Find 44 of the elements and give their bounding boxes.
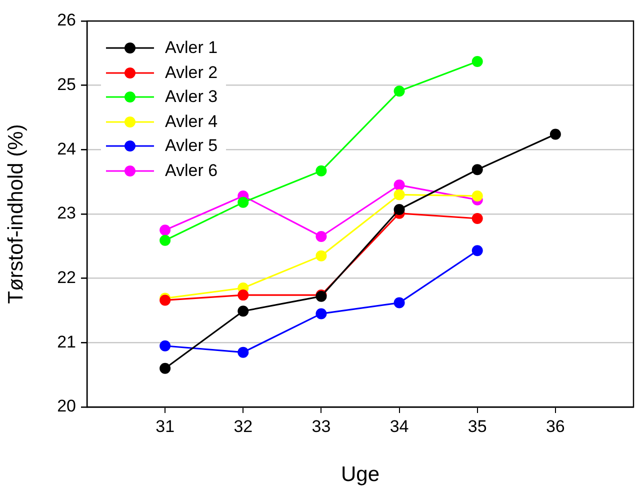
y-tick-label: 22 [57, 268, 76, 288]
y-tick-label: 23 [57, 204, 76, 223]
x-tick-label: 33 [312, 416, 331, 436]
point [238, 290, 249, 301]
legend-label: Avler 4 [165, 112, 218, 132]
point [238, 346, 249, 358]
y-tick-label: 24 [57, 139, 76, 158]
x-tick-label: 36 [546, 416, 565, 436]
point [316, 231, 327, 242]
point [472, 56, 483, 68]
y-tick-label: 21 [57, 332, 76, 352]
x-tick-label: 35 [468, 416, 487, 436]
point [160, 224, 171, 236]
point [160, 362, 171, 374]
point [316, 250, 327, 262]
point [472, 213, 483, 224]
point [238, 196, 249, 208]
point [550, 128, 561, 140]
point [472, 245, 483, 256]
x-axis-title: Uge [340, 463, 380, 486]
point [160, 234, 171, 246]
point [160, 340, 171, 352]
point [472, 164, 483, 176]
point [238, 306, 249, 317]
point [472, 190, 483, 202]
legend-label: Avler 2 [165, 62, 218, 83]
point [394, 180, 405, 191]
x-tick-label: 31 [156, 416, 175, 436]
point [316, 308, 327, 320]
point [394, 86, 405, 97]
legend-label: Avler 1 [165, 38, 218, 58]
legend-label: Avler 6 [165, 160, 218, 181]
point [394, 204, 405, 215]
y-tick-label: 26 [57, 10, 76, 30]
point [316, 165, 327, 176]
y-tick-label: 20 [57, 396, 76, 416]
legend-label: Avler 3 [165, 87, 218, 108]
legend-label: Avler 5 [165, 136, 218, 156]
x-tick-label: 32 [234, 416, 253, 436]
y-axis-title: Tørstof-indhold (%) [4, 124, 28, 304]
point [394, 297, 405, 308]
x-tick-label: 34 [390, 416, 409, 436]
point [394, 189, 405, 200]
y-tick-label: 25 [57, 75, 76, 94]
